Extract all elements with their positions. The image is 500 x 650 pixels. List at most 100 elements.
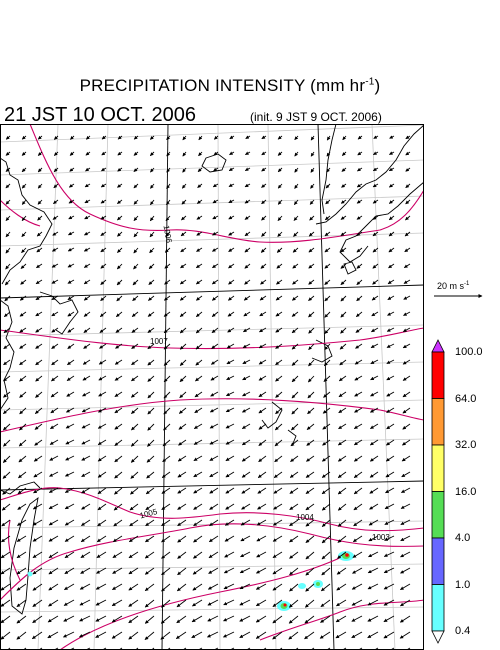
wind-vector	[35, 295, 43, 301]
rain-patches	[27, 551, 354, 611]
wind-vector	[261, 199, 267, 205]
wind-vector	[161, 599, 171, 608]
wind-vector	[100, 279, 107, 285]
wind-vector	[242, 375, 251, 381]
wind-vector	[100, 199, 107, 204]
wind-vector	[274, 455, 283, 463]
wind-vector	[69, 151, 75, 156]
wind-vector	[372, 263, 379, 269]
wind-vector	[351, 583, 363, 590]
wind-vector	[225, 487, 235, 494]
wind-vector	[128, 535, 139, 543]
wind-vector	[99, 343, 107, 349]
wind-vector	[272, 567, 283, 575]
wind-vector	[161, 519, 171, 527]
wind-vector	[2, 487, 11, 495]
wind-vector	[369, 439, 379, 446]
wind-vector	[3, 423, 11, 431]
wind-vector	[272, 599, 283, 608]
wind-vector	[242, 359, 251, 365]
wind-vector	[19, 407, 27, 415]
wind-vector	[196, 231, 203, 236]
wind-vector	[32, 583, 43, 591]
wind-vector	[273, 503, 283, 510]
wind-vector	[79, 615, 91, 622]
wind-vector	[244, 215, 251, 220]
wind-vector	[85, 135, 91, 140]
wind-vector	[227, 327, 235, 333]
wind-vector	[260, 263, 267, 269]
wind-vector	[260, 247, 267, 253]
wind-vector	[320, 615, 331, 623]
wind-vector	[179, 343, 187, 350]
colorbar-segment	[431, 398, 445, 446]
wind-vector	[354, 391, 363, 397]
wind-vector	[399, 631, 411, 639]
wind-vector	[67, 279, 75, 284]
wind-vector	[290, 439, 299, 447]
wind-vector	[337, 471, 347, 478]
wind-vector	[117, 135, 123, 140]
wind-vector	[370, 391, 379, 397]
wind-vector	[193, 535, 203, 543]
wind-vector	[383, 551, 395, 557]
wind-vector	[101, 647, 107, 650]
wind-vector	[1, 503, 11, 511]
colorbar	[431, 339, 445, 644]
wind-vector	[225, 439, 235, 445]
wind-vector	[259, 327, 267, 333]
wind-vector	[258, 407, 267, 414]
wind-vector	[289, 471, 299, 478]
wind-vector	[131, 359, 139, 366]
wind-vector	[386, 343, 395, 348]
wind-vector	[210, 359, 219, 365]
wind-vector	[64, 535, 75, 542]
wind-vector	[130, 487, 139, 495]
wind-vector	[402, 407, 411, 414]
wind-vector	[342, 135, 347, 141]
wind-vector	[258, 423, 267, 430]
wind-vector	[178, 407, 187, 414]
wind-vector	[288, 631, 299, 640]
wind-vector	[225, 455, 235, 462]
wind-vector	[289, 535, 299, 543]
wind-vector	[351, 615, 363, 622]
wind-vector	[304, 599, 315, 608]
wind-vector	[291, 327, 299, 334]
wind-vector	[386, 391, 395, 397]
wind-vector	[145, 519, 155, 527]
wind-vector	[196, 215, 203, 220]
wind-vector	[388, 199, 395, 204]
wind-vector	[97, 487, 107, 495]
wind-vector	[3, 327, 11, 334]
wind-vector	[147, 391, 155, 399]
wind-vector	[273, 471, 283, 478]
map-title-exponent: -1	[365, 76, 375, 88]
wind-vector	[275, 359, 283, 366]
wind-vector	[223, 583, 235, 590]
wind-vector	[320, 599, 331, 608]
wind-vector	[81, 519, 91, 526]
wind-vector	[165, 231, 171, 237]
wind-vector	[319, 631, 331, 639]
wind-vector	[356, 183, 363, 188]
wind-vector	[368, 519, 379, 526]
wind-vector	[228, 279, 235, 285]
wind-vector	[367, 599, 379, 606]
wind-vector	[177, 551, 187, 559]
wind-vector	[244, 167, 251, 171]
wind-vector	[82, 359, 91, 365]
wind-vector	[258, 455, 267, 463]
wind-vector	[227, 295, 235, 301]
wind-vector	[241, 487, 251, 494]
wind-vector	[386, 359, 395, 365]
wind-vector	[161, 583, 171, 592]
wind-vector	[324, 231, 331, 237]
wind-vector	[101, 167, 107, 172]
wind-vector	[149, 215, 155, 222]
wind-vector	[244, 183, 251, 188]
wind-vector	[68, 647, 75, 650]
wind-vector	[339, 359, 347, 366]
wind-vector	[289, 519, 299, 527]
wind-vector	[163, 327, 171, 334]
